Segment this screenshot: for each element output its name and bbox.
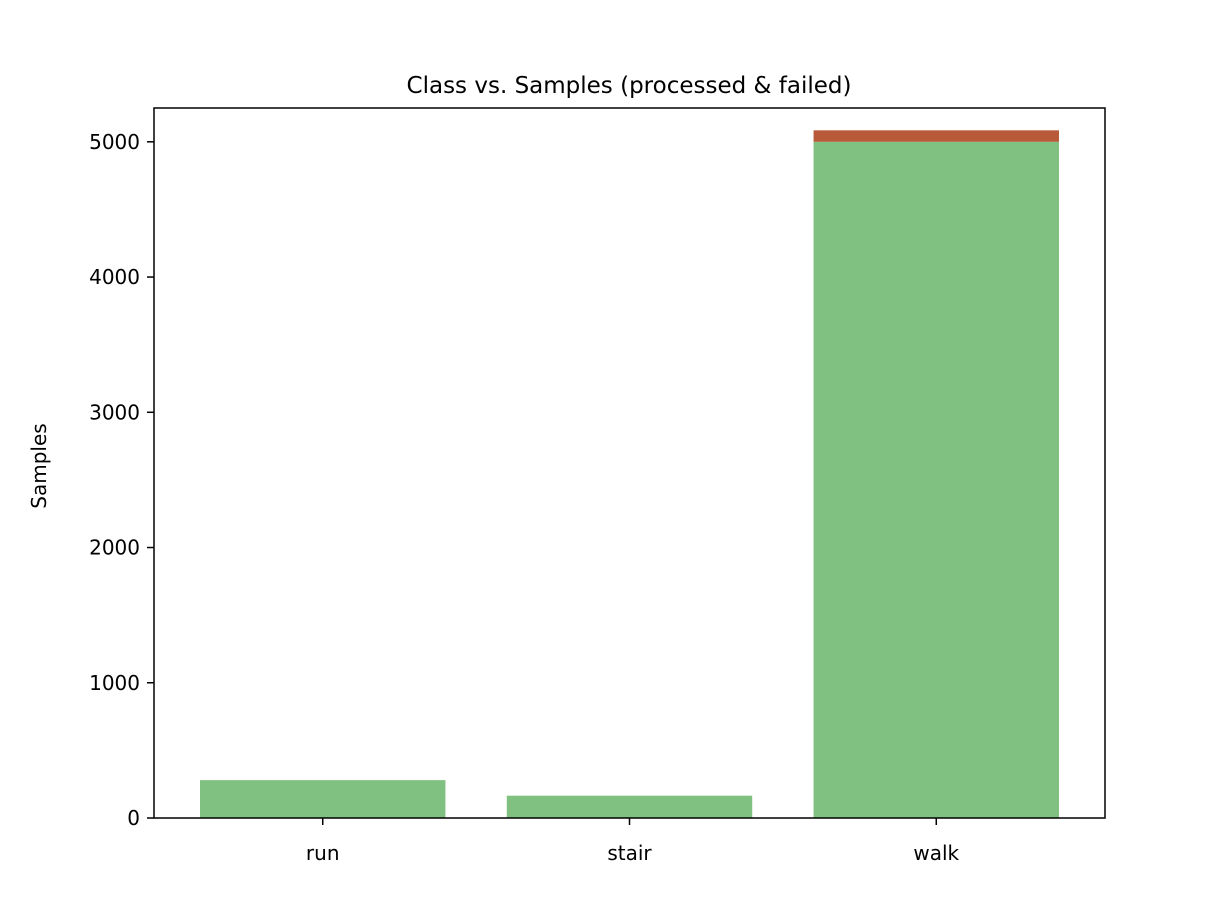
x-tick-label: run [306, 841, 340, 865]
chart-title: Class vs. Samples (processed & failed) [407, 73, 852, 99]
bar-walk-series-2 [813, 130, 1059, 142]
bar-run-series-1 [200, 780, 446, 818]
plot-area-frame [153, 107, 1106, 819]
x-tick-label: stair [607, 841, 652, 865]
y-axis-label: Samples [27, 423, 51, 508]
y-tick-label: 0 [127, 806, 140, 830]
x-tick-label: walk [913, 841, 959, 865]
y-tick-label: 1000 [89, 671, 140, 695]
y-tick-label: 2000 [89, 536, 140, 560]
y-tick-label: 4000 [89, 265, 140, 289]
y-tick-label: 5000 [89, 130, 140, 154]
ticks-layer: run stair walk 0 1000 2000 3000 4000 5000 [89, 130, 959, 865]
y-tick-label: 3000 [89, 400, 140, 424]
bar-walk-series-1 [813, 141, 1059, 819]
bar-stair-series-1 [506, 795, 753, 818]
bars-layer [200, 130, 1059, 819]
